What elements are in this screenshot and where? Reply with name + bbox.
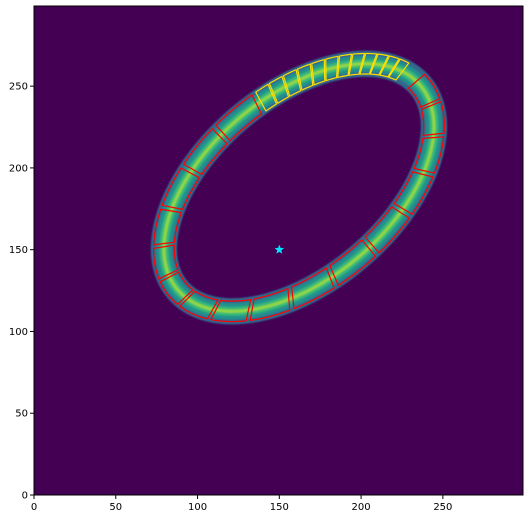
x-tick-label: 50 — [109, 502, 122, 513]
y-tick-label: 50 — [15, 409, 28, 420]
y-tick-label: 200 — [9, 163, 28, 174]
x-tick-label: 0 — [31, 502, 37, 513]
x-tick-label: 100 — [188, 502, 207, 513]
x-tick-label: 150 — [270, 502, 289, 513]
x-tick-label: 250 — [433, 502, 452, 513]
y-tick-label: 100 — [9, 327, 28, 338]
x-tick-label: 200 — [352, 502, 371, 513]
y-tick-label: 150 — [9, 245, 28, 256]
y-tick-label: 250 — [9, 82, 28, 93]
y-tick-label: 0 — [22, 491, 28, 502]
